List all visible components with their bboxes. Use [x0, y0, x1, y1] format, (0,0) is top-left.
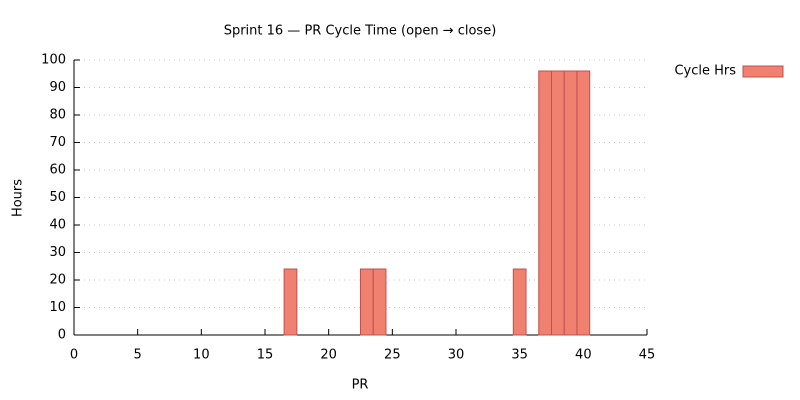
bar: [538, 70, 552, 336]
x-axis-label: PR: [352, 378, 369, 393]
y-tick-label: 70: [49, 135, 66, 150]
chart-title: Sprint 16 — PR Cycle Time (open → close): [224, 24, 497, 39]
bar: [360, 268, 374, 336]
y-tick-label: 20: [49, 273, 66, 288]
legend-label: Cycle Hrs: [674, 64, 736, 79]
x-tick-label: 15: [257, 348, 274, 363]
y-tick-label: 60: [49, 163, 66, 178]
y-tick-label: 40: [49, 218, 66, 233]
x-tick-label: 30: [448, 348, 465, 363]
x-tick-label: 45: [639, 348, 656, 363]
y-tick-label: 90: [49, 80, 66, 95]
x-tick-label: 5: [134, 348, 142, 363]
y-tick-label: 10: [49, 300, 66, 315]
y-tick-label: 80: [49, 108, 66, 123]
y-tick-label: 50: [49, 190, 66, 205]
y-tick-label: 0: [58, 328, 66, 343]
y-tick-label: 100: [41, 53, 66, 68]
y-tick-label: 30: [49, 245, 66, 260]
x-tick-label: 0: [70, 348, 78, 363]
bar: [563, 70, 578, 336]
bar: [576, 70, 591, 336]
x-tick-label: 35: [511, 348, 528, 363]
x-tick-label: 25: [384, 348, 401, 363]
y-axis-label: Hours: [11, 179, 26, 217]
bar: [512, 268, 527, 336]
legend-swatch: [742, 65, 784, 78]
x-tick-label: 20: [320, 348, 337, 363]
bar: [283, 268, 298, 336]
bar: [372, 268, 387, 336]
x-tick-label: 40: [575, 348, 592, 363]
bar: [551, 70, 565, 336]
x-tick-label: 10: [193, 348, 210, 363]
